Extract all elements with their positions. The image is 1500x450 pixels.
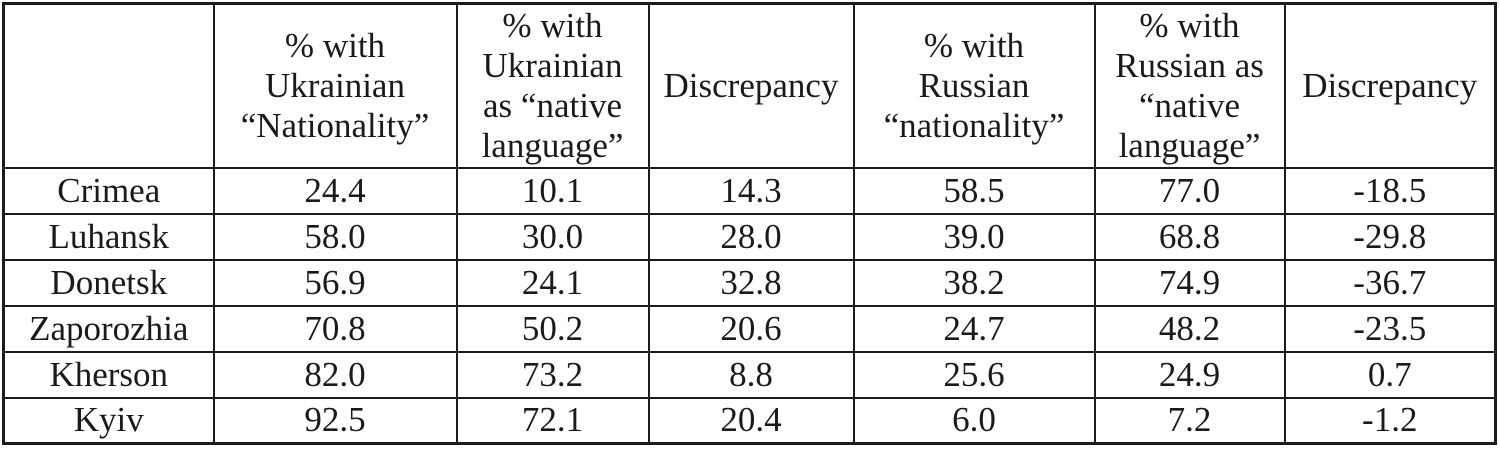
value-cell: 28.0 [647, 212, 855, 261]
value-cell: 24.4 [212, 166, 458, 215]
value-cell: 32.8 [647, 258, 855, 307]
header-region-blank [2, 2, 215, 169]
region-cell: Crimea [2, 166, 215, 215]
value-cell: -1.2 [1283, 396, 1497, 445]
value-cell: 0.7 [1283, 350, 1497, 399]
value-cell: -29.8 [1283, 212, 1497, 261]
region-cell: Luhansk [2, 212, 215, 261]
value-cell: 24.7 [852, 304, 1096, 353]
table-row-kherson: Kherson 82.0 73.2 8.8 25.6 24.9 0.7 [2, 350, 1497, 399]
value-cell: 25.6 [852, 350, 1096, 399]
value-cell: 48.2 [1093, 304, 1286, 353]
value-cell: 50.2 [455, 304, 650, 353]
value-cell: 20.6 [647, 304, 855, 353]
value-cell: 68.8 [1093, 212, 1286, 261]
header-discrepancy-ukrainian: Discrepancy [647, 2, 855, 169]
value-cell: 24.9 [1093, 350, 1286, 399]
value-cell: 74.9 [1093, 258, 1286, 307]
table-row-donetsk: Donetsk 56.9 24.1 32.8 38.2 74.9 -36.7 [2, 258, 1497, 307]
table-header: % with Ukrainian “Nationality” % with Uk… [2, 2, 1497, 169]
value-cell: -23.5 [1283, 304, 1497, 353]
value-cell: 38.2 [852, 258, 1096, 307]
value-cell: 70.8 [212, 304, 458, 353]
value-cell: 56.9 [212, 258, 458, 307]
header-pct-ukrainian-native-language: % with Ukrainian as “native language” [455, 2, 650, 169]
value-cell: 8.8 [647, 350, 855, 399]
value-cell: 73.2 [455, 350, 650, 399]
table-row-luhansk: Luhansk 58.0 30.0 28.0 39.0 68.8 -29.8 [2, 212, 1497, 261]
value-cell: -36.7 [1283, 258, 1497, 307]
header-pct-russian-native-language: % with Russian as “native language” [1093, 2, 1286, 169]
header-row: % with Ukrainian “Nationality” % with Uk… [2, 2, 1497, 169]
region-cell: Kyiv [2, 396, 215, 445]
value-cell: 39.0 [852, 212, 1096, 261]
value-cell: 24.1 [455, 258, 650, 307]
table-row-zaporozhia: Zaporozhia 70.8 50.2 20.6 24.7 48.2 -23.… [2, 304, 1497, 353]
region-cell: Donetsk [2, 258, 215, 307]
value-cell: 58.5 [852, 166, 1096, 215]
value-cell: 30.0 [455, 212, 650, 261]
value-cell: 20.4 [647, 396, 855, 445]
header-pct-russian-nationality: % with Russian “nationality” [852, 2, 1096, 169]
region-cell: Zaporozhia [2, 304, 215, 353]
value-cell: 14.3 [647, 166, 855, 215]
value-cell: 92.5 [212, 396, 458, 445]
table-row-crimea: Crimea 24.4 10.1 14.3 58.5 77.0 -18.5 [2, 166, 1497, 215]
value-cell: 82.0 [212, 350, 458, 399]
header-discrepancy-russian: Discrepancy [1283, 2, 1497, 169]
value-cell: 58.0 [212, 212, 458, 261]
table-row-kyiv: Kyiv 92.5 72.1 20.4 6.0 7.2 -1.2 [2, 396, 1497, 445]
value-cell: 72.1 [455, 396, 650, 445]
value-cell: -18.5 [1283, 166, 1497, 215]
header-pct-ukrainian-nationality: % with Ukrainian “Nationality” [212, 2, 458, 169]
region-cell: Kherson [2, 350, 215, 399]
value-cell: 7.2 [1093, 396, 1286, 445]
table-body: Crimea 24.4 10.1 14.3 58.5 77.0 -18.5 Lu… [2, 166, 1497, 445]
value-cell: 77.0 [1093, 166, 1286, 215]
value-cell: 10.1 [455, 166, 650, 215]
value-cell: 6.0 [852, 396, 1096, 445]
